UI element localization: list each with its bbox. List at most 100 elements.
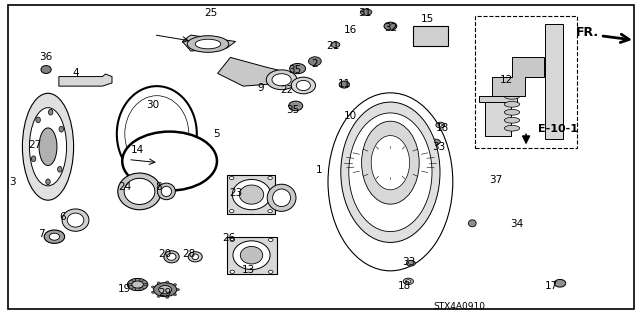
Text: 25: 25 bbox=[205, 8, 218, 18]
Ellipse shape bbox=[308, 57, 321, 66]
Ellipse shape bbox=[127, 278, 148, 291]
Ellipse shape bbox=[164, 251, 179, 263]
Ellipse shape bbox=[192, 254, 198, 260]
Ellipse shape bbox=[49, 109, 53, 115]
Ellipse shape bbox=[41, 66, 51, 74]
Ellipse shape bbox=[371, 136, 410, 190]
Text: 21: 21 bbox=[326, 41, 339, 51]
Ellipse shape bbox=[187, 36, 229, 52]
Ellipse shape bbox=[504, 101, 520, 107]
Text: 30: 30 bbox=[146, 100, 159, 110]
Ellipse shape bbox=[468, 220, 476, 227]
Ellipse shape bbox=[406, 260, 415, 266]
Ellipse shape bbox=[154, 283, 177, 297]
Ellipse shape bbox=[132, 288, 136, 290]
Text: 3: 3 bbox=[10, 177, 16, 187]
Text: 10: 10 bbox=[344, 111, 357, 122]
Ellipse shape bbox=[239, 185, 264, 204]
Text: 35: 35 bbox=[288, 65, 301, 75]
Text: 18: 18 bbox=[398, 280, 411, 291]
Bar bbox=[479, 96, 517, 102]
Polygon shape bbox=[59, 74, 112, 86]
Text: 33: 33 bbox=[402, 257, 415, 267]
Text: 27: 27 bbox=[29, 140, 42, 150]
Ellipse shape bbox=[59, 126, 63, 132]
Ellipse shape bbox=[436, 122, 445, 128]
Text: 23: 23 bbox=[229, 188, 242, 198]
Ellipse shape bbox=[188, 252, 202, 262]
Ellipse shape bbox=[49, 233, 60, 240]
Ellipse shape bbox=[166, 281, 169, 283]
Text: STX4A0910: STX4A0910 bbox=[433, 302, 486, 311]
Ellipse shape bbox=[232, 179, 271, 210]
Ellipse shape bbox=[152, 291, 155, 293]
Text: 7: 7 bbox=[38, 229, 45, 240]
Text: 37: 37 bbox=[490, 175, 502, 185]
Ellipse shape bbox=[44, 230, 65, 243]
Text: 15: 15 bbox=[421, 14, 434, 24]
Ellipse shape bbox=[117, 86, 197, 182]
Text: 1: 1 bbox=[316, 165, 322, 175]
Text: 8: 8 bbox=[156, 182, 162, 192]
Ellipse shape bbox=[157, 295, 160, 297]
Bar bbox=[545, 24, 563, 139]
Bar bbox=[227, 175, 275, 214]
Ellipse shape bbox=[132, 279, 136, 281]
Text: 34: 34 bbox=[511, 219, 524, 229]
Text: 17: 17 bbox=[545, 280, 558, 291]
Ellipse shape bbox=[269, 270, 273, 273]
Ellipse shape bbox=[157, 282, 160, 284]
Text: 4: 4 bbox=[72, 68, 79, 78]
Text: 24: 24 bbox=[118, 182, 131, 192]
Text: 13: 13 bbox=[242, 264, 255, 275]
Ellipse shape bbox=[62, 209, 89, 231]
Ellipse shape bbox=[362, 121, 419, 204]
Ellipse shape bbox=[438, 124, 442, 126]
Ellipse shape bbox=[157, 183, 175, 200]
Ellipse shape bbox=[230, 176, 234, 180]
Ellipse shape bbox=[159, 286, 172, 294]
Ellipse shape bbox=[177, 288, 179, 291]
Ellipse shape bbox=[125, 96, 189, 172]
Ellipse shape bbox=[67, 213, 84, 227]
Ellipse shape bbox=[272, 74, 291, 86]
Ellipse shape bbox=[504, 109, 520, 115]
Ellipse shape bbox=[122, 132, 217, 190]
Text: 2: 2 bbox=[312, 59, 318, 70]
Ellipse shape bbox=[230, 210, 234, 213]
Ellipse shape bbox=[504, 85, 520, 91]
Bar bbox=[227, 237, 277, 274]
Ellipse shape bbox=[321, 83, 460, 281]
Ellipse shape bbox=[39, 128, 57, 166]
Ellipse shape bbox=[152, 286, 155, 288]
Ellipse shape bbox=[58, 167, 62, 172]
Ellipse shape bbox=[46, 179, 51, 185]
Ellipse shape bbox=[22, 93, 74, 200]
Ellipse shape bbox=[406, 280, 411, 283]
Bar bbox=[413, 26, 448, 46]
Ellipse shape bbox=[554, 279, 566, 287]
Ellipse shape bbox=[291, 77, 316, 94]
Text: 28: 28 bbox=[182, 249, 195, 259]
Ellipse shape bbox=[504, 78, 520, 83]
Ellipse shape bbox=[124, 178, 155, 204]
Ellipse shape bbox=[230, 270, 235, 273]
Text: 18: 18 bbox=[436, 123, 449, 133]
Ellipse shape bbox=[132, 281, 143, 288]
Polygon shape bbox=[218, 57, 285, 86]
Ellipse shape bbox=[167, 253, 176, 260]
Bar bbox=[485, 99, 511, 136]
Ellipse shape bbox=[328, 93, 453, 271]
Ellipse shape bbox=[290, 63, 306, 74]
Ellipse shape bbox=[331, 42, 340, 48]
Ellipse shape bbox=[166, 296, 169, 298]
Ellipse shape bbox=[403, 278, 413, 285]
Ellipse shape bbox=[504, 117, 520, 123]
Text: 9: 9 bbox=[258, 83, 264, 93]
Text: 19: 19 bbox=[118, 284, 131, 294]
Ellipse shape bbox=[173, 293, 177, 296]
Text: 16: 16 bbox=[344, 25, 357, 35]
Text: 26: 26 bbox=[223, 233, 236, 243]
Polygon shape bbox=[182, 35, 236, 51]
Text: 36: 36 bbox=[40, 52, 52, 63]
